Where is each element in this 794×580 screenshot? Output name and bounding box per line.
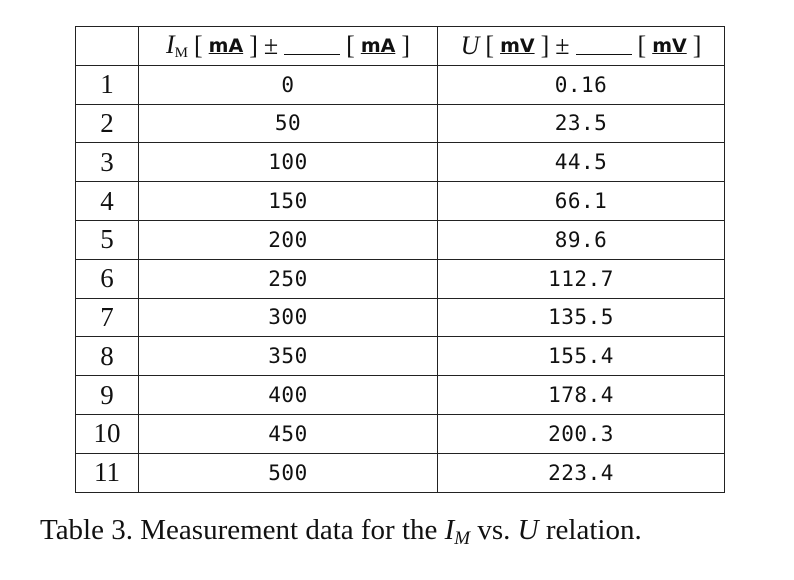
index-column-header <box>75 26 139 66</box>
table-row: 10 450 200.3 <box>75 413 725 454</box>
row-index-cell: 8 <box>75 336 139 377</box>
current-value-cell: 0 <box>138 64 438 105</box>
current-subscript: M <box>174 44 188 61</box>
table-row: 1 0 0.16 <box>75 64 725 105</box>
current-column-header: IM [mA] ± [mA] <box>138 26 438 66</box>
current-value-cell: 150 <box>138 181 438 221</box>
voltage-value-cell: 89.6 <box>437 219 725 260</box>
table-row: 2 50 23.5 <box>75 103 725 144</box>
voltage-value-cell: 66.1 <box>437 181 725 221</box>
plus-minus-sign: ± <box>263 30 279 60</box>
row-index-cell: 6 <box>75 258 139 299</box>
voltage-value-cell: 44.5 <box>437 142 725 183</box>
voltage-column-header: U [mV] ± [mV] <box>437 26 725 66</box>
table-header-row: IM [mA] ± [mA] U [mV] ± [mV] <box>75 26 725 66</box>
current-unit: mA <box>208 34 244 57</box>
row-index-cell: 10 <box>75 413 139 454</box>
voltage-value-cell: 155.4 <box>437 336 725 377</box>
plus-minus-sign-voltage: ± <box>555 30 570 60</box>
table-row: 9 400 178.4 <box>75 375 725 415</box>
current-uncertainty-blank <box>284 36 341 56</box>
table-caption: Table 3. Measurement data for the IM vs.… <box>40 514 642 549</box>
current-value-cell: 200 <box>138 219 438 260</box>
voltage-value-cell: 0.16 <box>437 64 725 105</box>
row-index-cell: 3 <box>75 142 139 183</box>
current-value-cell: 450 <box>138 413 438 454</box>
voltage-value-cell: 23.5 <box>437 103 725 144</box>
table-row: 3 100 44.5 <box>75 142 725 183</box>
voltage-uncertainty-blank <box>575 36 632 56</box>
row-index-cell: 9 <box>75 375 139 415</box>
table-row: 5 200 89.6 <box>75 219 725 260</box>
row-index-cell: 4 <box>75 181 139 221</box>
voltage-value-cell: 178.4 <box>437 375 725 415</box>
row-index-cell: 2 <box>75 103 139 144</box>
current-value-cell: 350 <box>138 336 438 377</box>
voltage-unit: mV <box>500 34 535 57</box>
voltage-value-cell: 223.4 <box>437 452 725 493</box>
voltage-symbol: U <box>460 30 480 60</box>
row-index-cell: 11 <box>75 452 139 493</box>
current-value-cell: 500 <box>138 452 438 493</box>
table-row: 6 250 112.7 <box>75 258 725 299</box>
voltage-value-cell: 200.3 <box>437 413 725 454</box>
row-index-cell: 5 <box>75 219 139 260</box>
table-row: 11 500 223.4 <box>75 452 725 493</box>
voltage-value-cell: 112.7 <box>437 258 725 299</box>
voltage-value-cell: 135.5 <box>437 297 725 338</box>
table-row: 7 300 135.5 <box>75 297 725 338</box>
current-value-cell: 100 <box>138 142 438 183</box>
current-value-cell: 50 <box>138 103 438 144</box>
current-value-cell: 250 <box>138 258 438 299</box>
measurement-table: IM [mA] ± [mA] U [mV] ± [mV] 1 0 0.16 2 50 23… <box>75 26 725 493</box>
table-row: 8 350 155.4 <box>75 336 725 377</box>
row-index-cell: 1 <box>75 64 139 105</box>
table-body: 1 0 0.16 2 50 23.5 3 100 44.5 4 150 66.1 5 200 89.6 6 25… <box>75 64 725 493</box>
row-index-cell: 7 <box>75 297 139 338</box>
current-value-cell: 400 <box>138 375 438 415</box>
voltage-uncertainty-unit: mV <box>652 34 687 57</box>
current-symbol: IM <box>165 29 188 61</box>
table-row: 4 150 66.1 <box>75 181 725 221</box>
current-value-cell: 300 <box>138 297 438 338</box>
current-uncertainty-unit: mA <box>360 34 396 57</box>
